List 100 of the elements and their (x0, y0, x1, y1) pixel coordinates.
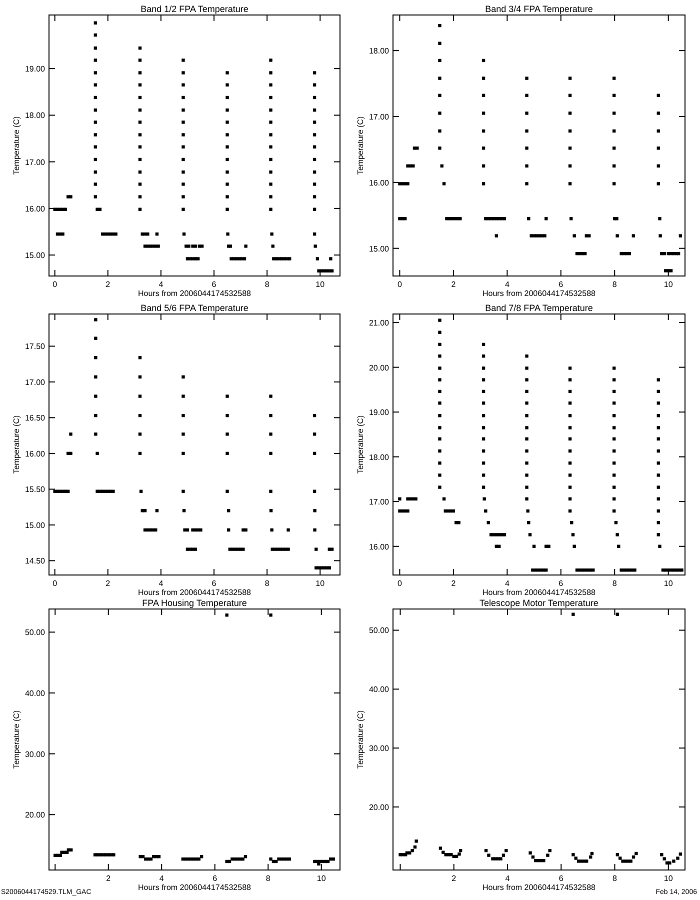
x-tick-label: 4 (158, 280, 164, 289)
point (94, 318, 98, 322)
x-tick-label: 2 (106, 280, 111, 289)
point (138, 120, 142, 124)
point (406, 182, 410, 186)
y-tick-label: 40.00 (24, 688, 46, 698)
point (286, 528, 290, 532)
point (525, 112, 528, 115)
point (453, 217, 456, 220)
point (282, 257, 286, 260)
y-tick-label: 30.00 (24, 750, 46, 759)
point (398, 182, 402, 186)
point (438, 449, 442, 453)
y-tick-label: 20.00 (368, 363, 390, 372)
point (525, 474, 528, 477)
point (271, 244, 274, 248)
y-tick-label: 19.00 (24, 64, 46, 74)
point (148, 244, 152, 248)
point (94, 336, 98, 340)
point (269, 195, 272, 198)
point (112, 853, 116, 856)
point (61, 490, 64, 493)
point (543, 234, 546, 238)
point (658, 234, 662, 238)
point (438, 366, 442, 370)
point (525, 461, 528, 465)
y-tick-label: 19.00 (368, 408, 390, 418)
point (634, 852, 638, 856)
point (656, 474, 660, 477)
point (112, 490, 115, 493)
point (668, 861, 672, 865)
chart-title: FPA Housing Temperature (142, 598, 247, 608)
x-axis-title: Hours from 2006044174532588 (138, 289, 252, 298)
x-tick-label: 4 (504, 579, 510, 588)
x-tick-label: 2 (451, 280, 456, 289)
point (269, 120, 272, 124)
y-tick-label: 16.00 (368, 178, 390, 188)
point (527, 217, 530, 220)
point (438, 94, 442, 98)
y-tick-label: 17.00 (24, 158, 46, 167)
point (656, 182, 660, 186)
point (438, 437, 442, 441)
point (450, 853, 453, 856)
point (438, 486, 442, 489)
point (182, 375, 185, 379)
point (572, 612, 575, 616)
point (482, 76, 486, 80)
point (94, 394, 98, 398)
y-tick-label: 15.00 (368, 244, 390, 254)
point (656, 486, 660, 489)
point (104, 853, 108, 856)
x-tick-label: 6 (558, 280, 564, 289)
y-tick-label: 15.50 (24, 485, 46, 494)
point (182, 182, 185, 186)
point (191, 548, 194, 551)
x-axis-title: Hours from 2006044174532588 (138, 588, 252, 597)
point (269, 170, 272, 174)
point (500, 217, 504, 220)
point (568, 366, 572, 370)
chart-title: Band 5/6 FPA Temperature (140, 303, 248, 313)
point (226, 108, 229, 112)
point (96, 490, 99, 493)
point (528, 851, 532, 855)
point (138, 182, 142, 186)
point (269, 414, 272, 418)
x-tick-label: 6 (558, 579, 564, 588)
point (584, 860, 588, 863)
point (269, 182, 272, 186)
point (580, 860, 583, 863)
point (525, 378, 528, 382)
point (662, 252, 666, 256)
x-tick-label: 6 (558, 874, 564, 883)
point (617, 544, 620, 548)
x-axis-title: Hours from 2006044174532588 (138, 883, 252, 892)
point (502, 217, 506, 220)
point (286, 548, 290, 551)
y-tick-label: 16.50 (24, 414, 46, 423)
y-tick-label: 21.00 (368, 318, 390, 328)
point (146, 232, 150, 236)
point (182, 108, 185, 112)
point (226, 182, 229, 186)
point (528, 533, 532, 536)
x-tick-label: 10 (316, 874, 326, 883)
point (269, 58, 272, 62)
point (238, 257, 241, 260)
point (328, 566, 331, 570)
point (444, 853, 448, 856)
point (317, 566, 320, 570)
point (633, 568, 636, 572)
point (445, 217, 448, 220)
x-tick-label: 0 (397, 280, 402, 289)
point (312, 133, 316, 136)
point (525, 94, 528, 98)
point (656, 426, 660, 430)
point (196, 257, 200, 260)
point (269, 108, 272, 112)
point (525, 401, 528, 405)
point (572, 853, 575, 856)
point (226, 83, 229, 87)
point (69, 452, 72, 456)
